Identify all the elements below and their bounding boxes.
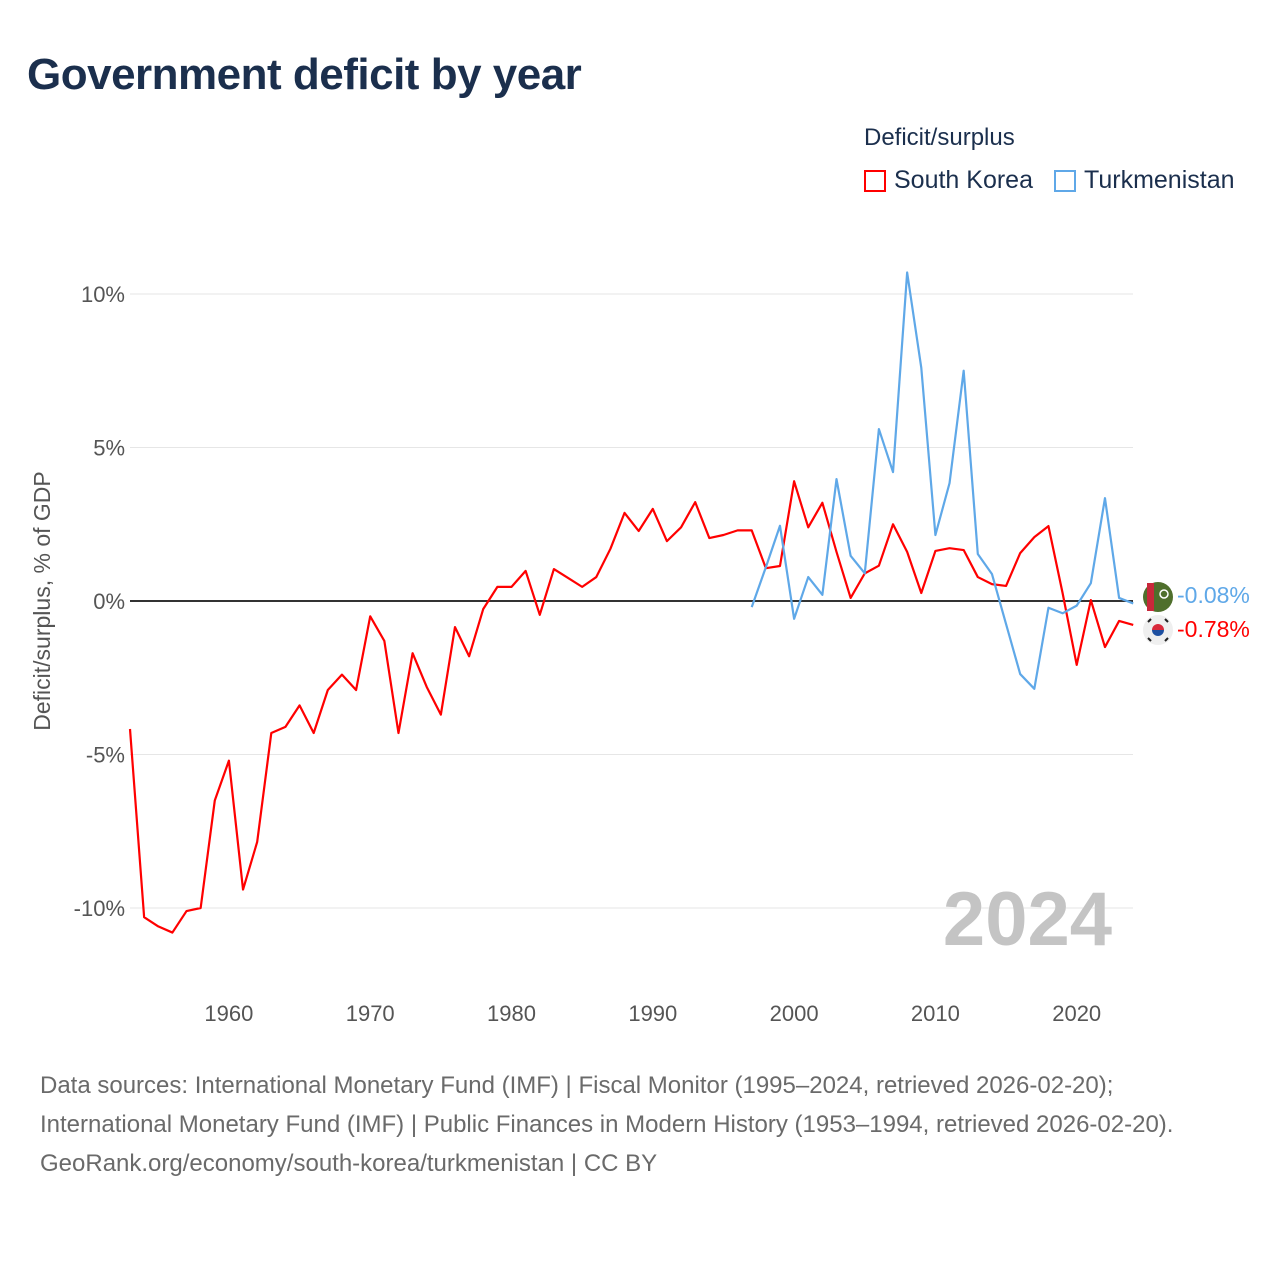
legend-label: South Korea: [894, 166, 1033, 194]
credit-link[interactable]: GeoRank.org/economy/south-korea/turkmeni…: [40, 1150, 658, 1177]
end-label-south-korea: -0.78%: [1177, 616, 1250, 642]
footer: Data sources: International Monetary Fun…: [40, 1066, 1240, 1183]
legend-label: Turkmenistan: [1084, 166, 1235, 194]
x-tick-label: 2010: [911, 1001, 960, 1026]
y-tick-label: -5%: [86, 743, 125, 768]
legend-title: Deficit/surplus: [864, 124, 1015, 151]
x-tick-label: 1970: [346, 1001, 395, 1026]
series-line-south-korea[interactable]: [128, 480, 1134, 934]
series-line-turkmenistan[interactable]: [750, 271, 1134, 690]
y-tick-label: 10%: [81, 282, 125, 307]
flag-turkmenistan-icon: [1143, 582, 1173, 612]
legend-swatch-south-korea: [864, 169, 886, 192]
x-tick-label: 2020: [1052, 1001, 1101, 1026]
chart-title: Government deficit by year: [27, 50, 582, 99]
line-chart: 10% 5% 0% -5% -10% 1960 1970 1980 1990 2000 2010 2…: [29, 271, 1250, 1026]
x-tick-label: 2000: [770, 1001, 819, 1026]
year-annotation: 2024: [943, 877, 1112, 962]
y-axis-label: Deficit/surplus, % of GDP: [29, 471, 55, 730]
x-tick-label: 1990: [628, 1001, 677, 1026]
end-label-turkmenistan: -0.08%: [1177, 582, 1250, 608]
x-tick-label: 1960: [204, 1001, 253, 1026]
legend-swatch-turkmenistan: [1054, 169, 1076, 192]
legend-item-turkmenistan[interactable]: Turkmenistan: [1054, 166, 1235, 195]
y-tick-label: 0%: [93, 589, 125, 614]
flag-south-korea-icon: [1143, 615, 1173, 645]
data-sources: Data sources: International Monetary Fun…: [40, 1072, 1174, 1138]
y-tick-label: -10%: [74, 896, 125, 921]
legend-item-south-korea[interactable]: South Korea: [864, 166, 1033, 195]
x-tick-label: 1980: [487, 1001, 536, 1026]
y-tick-label: 5%: [93, 436, 125, 461]
